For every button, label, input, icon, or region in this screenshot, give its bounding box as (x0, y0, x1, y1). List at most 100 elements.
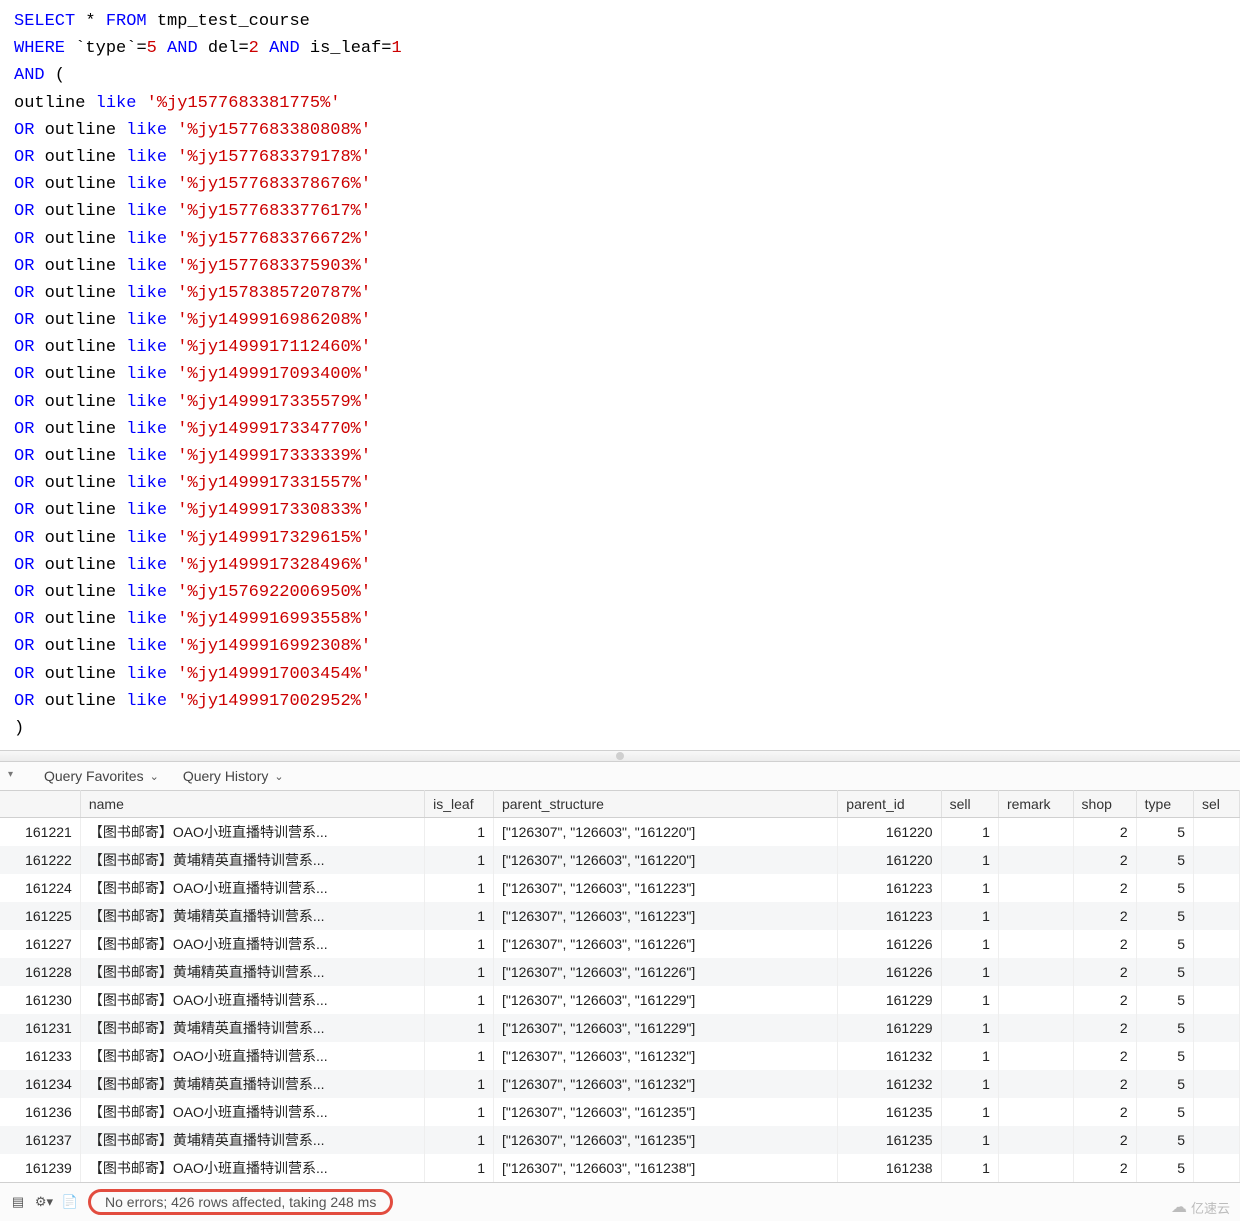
results-table-wrapper[interactable]: nameis_leafparent_structureparent_idsell… (0, 790, 1240, 1182)
column-header-shop[interactable]: shop (1073, 791, 1136, 818)
results-toolbar: Query Favorites ⌄ Query History ⌄ (0, 762, 1240, 790)
table-cell: 161237 (0, 1126, 80, 1154)
table-cell: ["126307", "126603", "161220"] (493, 818, 837, 847)
table-cell (998, 1042, 1073, 1070)
table-cell: 161229 (838, 986, 941, 1014)
table-cell: 2 (1073, 1070, 1136, 1098)
table-row[interactable]: 161222【图书邮寄】黄埔精英直播特训营系... 1 ["126307", "12… (0, 846, 1240, 874)
column-header-remark[interactable]: remark (998, 791, 1073, 818)
table-row[interactable]: 161239【图书邮寄】OAO小班直播特训营系...1["126307", "1… (0, 1154, 1240, 1182)
table-cell: 161239 (0, 1154, 80, 1182)
table-cell: 1 (425, 958, 494, 986)
table-cell: 1 (941, 1098, 998, 1126)
table-cell: ["126307", "126603", "161235"] (493, 1126, 837, 1154)
column-header-name[interactable]: name (80, 791, 424, 818)
table-cell: 2 (1073, 902, 1136, 930)
table-cell: 【图书邮寄】黄埔精英直播特训营系... (80, 1126, 424, 1154)
table-row[interactable]: 161227【图书邮寄】OAO小班直播特训营系...1["126307", "1… (0, 930, 1240, 958)
table-cell (998, 874, 1073, 902)
table-cell: 2 (1073, 986, 1136, 1014)
column-header-sell[interactable]: sell (941, 791, 998, 818)
query-history-button[interactable]: Query History ⌄ (183, 768, 284, 784)
table-cell: 1 (425, 1014, 494, 1042)
table-view-icon[interactable]: ▤ (10, 1194, 26, 1210)
table-cell: 【图书邮寄】OAO小班直播特训营系... (80, 930, 424, 958)
table-cell: 【图书邮寄】OAO小班直播特训营系... (80, 1042, 424, 1070)
table-cell: 1 (941, 1070, 998, 1098)
table-cell: 161222 (0, 846, 80, 874)
table-cell: 161230 (0, 986, 80, 1014)
table-cell: 5 (1136, 1098, 1193, 1126)
table-cell: 161233 (0, 1042, 80, 1070)
table-row[interactable]: 161236【图书邮寄】OAO小班直播特训营系...1["126307", "1… (0, 1098, 1240, 1126)
column-header-id[interactable] (0, 791, 80, 818)
table-row[interactable]: 161234【图书邮寄】黄埔精英直播特训营系...1["126307", "12… (0, 1070, 1240, 1098)
table-cell (1194, 902, 1240, 930)
table-cell: ["126307", "126603", "161223"] (493, 874, 837, 902)
table-header-row: nameis_leafparent_structureparent_idsell… (0, 791, 1240, 818)
table-cell: 161224 (0, 874, 80, 902)
table-cell: 【图书邮寄】黄埔精英直播特训营系... (80, 846, 424, 874)
table-cell: 161225 (0, 902, 80, 930)
table-cell: 1 (425, 1042, 494, 1070)
table-cell (998, 846, 1073, 874)
chevron-down-icon: ⌄ (150, 770, 159, 783)
table-cell (1194, 874, 1240, 902)
column-header-parent_structure[interactable]: parent_structure (493, 791, 837, 818)
table-cell: ["126307", "126603", "161235"] (493, 1098, 837, 1126)
table-cell (998, 1126, 1073, 1154)
column-header-sel[interactable]: sel (1194, 791, 1240, 818)
table-cell: 2 (1073, 1098, 1136, 1126)
sql-editor[interactable]: SELECT * FROM tmp_test_course WHERE `typ… (0, 0, 1240, 750)
table-cell: 1 (941, 1042, 998, 1070)
table-cell: 1 (425, 818, 494, 847)
table-cell: 2 (1073, 818, 1136, 847)
toolbar-handle-icon[interactable] (10, 769, 20, 783)
table-row[interactable]: 161231【图书邮寄】黄埔精英直播特训营系...1["126307", "12… (0, 1014, 1240, 1042)
results-table: nameis_leafparent_structureparent_idsell… (0, 790, 1240, 1182)
table-cell: 1 (941, 958, 998, 986)
table-cell: 1 (425, 1070, 494, 1098)
table-cell (998, 902, 1073, 930)
table-cell: 1 (941, 1014, 998, 1042)
table-cell (1194, 1014, 1240, 1042)
table-cell: 【图书邮寄】黄埔精英直播特训营系... (80, 1070, 424, 1098)
table-cell: 5 (1136, 1070, 1193, 1098)
table-cell: 161232 (838, 1070, 941, 1098)
column-header-type[interactable]: type (1136, 791, 1193, 818)
table-row[interactable]: 161228【图书邮寄】黄埔精英直播特训营系...1["126307", "12… (0, 958, 1240, 986)
column-header-is_leaf[interactable]: is_leaf (425, 791, 494, 818)
table-cell: 1 (425, 930, 494, 958)
chevron-down-icon: ⌄ (274, 770, 283, 783)
table-cell (1194, 1098, 1240, 1126)
table-cell: ["126307", "126603", "161220"] (493, 846, 837, 874)
table-row[interactable]: 161224【图书邮寄】OAO小班直播特训营系...1["126307", "1… (0, 874, 1240, 902)
doc-icon[interactable]: 📄 (62, 1194, 78, 1210)
table-row[interactable]: 161225【图书邮寄】黄埔精英直播特训营系...1["126307", "12… (0, 902, 1240, 930)
table-row[interactable]: 161233【图书邮寄】OAO小班直播特训营系...1["126307", "1… (0, 1042, 1240, 1070)
table-cell: 1 (941, 846, 998, 874)
table-cell: 【图书邮寄】黄埔精英直播特训营系... (80, 1014, 424, 1042)
table-cell: 【图书邮寄】黄埔精英直播特训营系... (80, 902, 424, 930)
watermark: ☁ 亿速云 (1171, 1197, 1230, 1217)
table-cell: 5 (1136, 846, 1193, 874)
table-cell: 【图书邮寄】OAO小班直播特训营系... (80, 818, 424, 847)
table-cell (1194, 1042, 1240, 1070)
table-cell: 161226 (838, 958, 941, 986)
table-cell (998, 1154, 1073, 1182)
gear-icon[interactable]: ⚙▾ (36, 1194, 52, 1210)
pane-divider[interactable] (0, 750, 1240, 762)
table-row[interactable]: 161237【图书邮寄】黄埔精英直播特训营系...1["126307", "12… (0, 1126, 1240, 1154)
table-row[interactable]: 161230【图书邮寄】OAO小班直播特训营系...1["126307", "1… (0, 986, 1240, 1014)
table-cell (998, 986, 1073, 1014)
table-cell: 161229 (838, 1014, 941, 1042)
status-message: No errors; 426 rows affected, taking 248… (88, 1189, 393, 1215)
query-favorites-label: Query Favorites (44, 768, 144, 784)
table-cell: 1 (941, 930, 998, 958)
table-row[interactable]: 161221【图书邮寄】OAO小班直播特训营系...1["126307", "1… (0, 818, 1240, 847)
query-favorites-button[interactable]: Query Favorites ⌄ (44, 768, 159, 784)
table-cell (998, 1070, 1073, 1098)
table-cell: 1 (425, 986, 494, 1014)
column-header-parent_id[interactable]: parent_id (838, 791, 941, 818)
table-cell: 2 (1073, 874, 1136, 902)
